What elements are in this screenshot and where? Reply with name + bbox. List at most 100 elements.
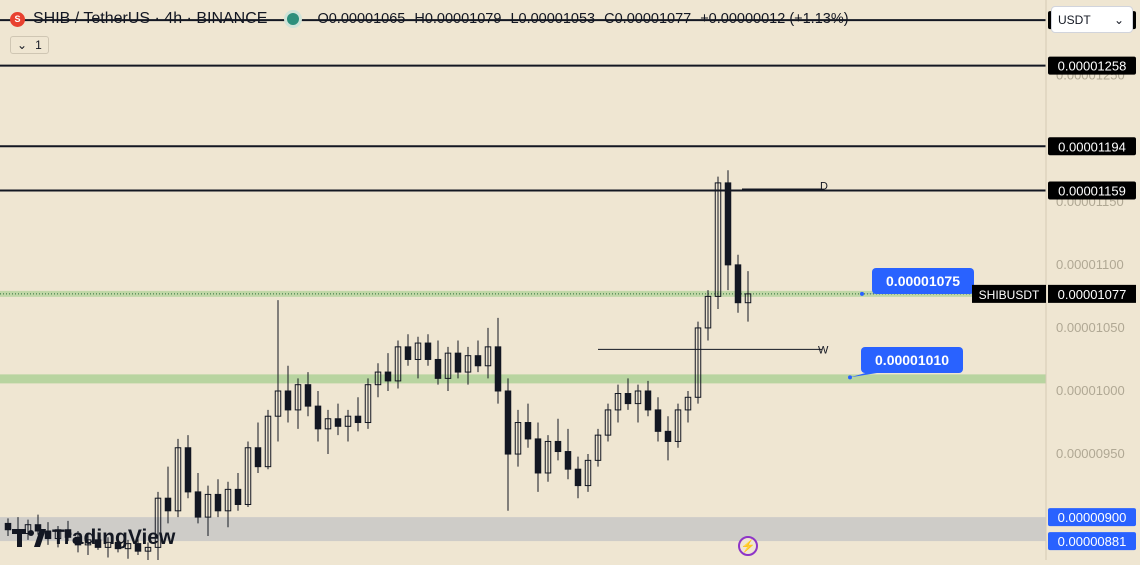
candle-body: [594, 434, 602, 461]
symbol-tag: [972, 284, 1046, 303]
candle-body: [674, 409, 682, 442]
candle-body: [464, 355, 472, 373]
axis-tick-label: 0.00001050: [1056, 320, 1125, 335]
axis-tick-label: 0.00001100: [1056, 257, 1124, 272]
candle-body: [534, 438, 542, 474]
candle-body: [624, 393, 632, 405]
candle-body: [424, 342, 432, 360]
candle-body: [214, 493, 222, 512]
zone-price-label-0: 0.00000900: [1058, 510, 1127, 525]
candle-body: [94, 539, 102, 548]
candle-body: [194, 491, 202, 518]
open-key: O: [317, 11, 329, 27]
candle-body: [474, 355, 482, 367]
candle-body: [704, 295, 712, 329]
symbol-header: S SHIB / TetherUS · 4h · BINANCE O0.0000…: [0, 0, 1046, 38]
candle-body: [494, 346, 502, 392]
candle-body: [414, 342, 422, 360]
high-value: 0.00001079: [424, 11, 502, 27]
candle-body: [574, 468, 582, 487]
zone-price-label-1: 0.00000881: [1058, 534, 1127, 549]
callout-lower-anchor: [848, 375, 852, 380]
candle-body: [714, 182, 722, 297]
tradingview-logo-icon: [12, 529, 46, 547]
zone-price-tag-1: [1048, 532, 1136, 551]
callout-lower-label: 0.00001010: [875, 352, 949, 368]
level-price-tag-2: [1048, 137, 1136, 156]
candle-body: [274, 390, 282, 417]
open-value: 0.00001065: [328, 11, 406, 27]
candle-body: [4, 522, 12, 531]
callout-upper-anchor: [860, 291, 864, 296]
candle-body: [154, 497, 162, 548]
candle-body: [234, 488, 242, 506]
indicator-count: 1: [35, 38, 42, 52]
candle-body: [254, 447, 262, 468]
candle-body: [74, 536, 82, 546]
candle-body: [634, 390, 642, 405]
candle-body: [434, 358, 442, 379]
candle-body: [284, 390, 292, 411]
low-value: 0.00001053: [518, 11, 596, 27]
candle-body: [384, 371, 392, 382]
collapse-indicators-button[interactable]: ⌄ 1: [10, 36, 49, 54]
chevron-down-icon: ⌄: [17, 38, 28, 52]
flash-icon[interactable]: ⚡: [738, 536, 758, 556]
level-price-tag-3: [1048, 181, 1136, 200]
candle-body: [554, 440, 562, 453]
candle-body: [124, 543, 132, 550]
change-value: +0.00000012 (+1.13%): [700, 11, 849, 27]
candle-body: [324, 418, 332, 430]
candle-body: [374, 371, 382, 386]
support-zone: [0, 517, 1046, 542]
weekly-label: W: [818, 344, 829, 356]
level-price-label-1: 0.00001258: [1058, 59, 1127, 74]
shib-coin-icon: S: [10, 11, 25, 27]
level-price-label-2: 0.00001194: [1058, 139, 1126, 154]
candle-body: [184, 447, 192, 493]
candle-body: [264, 415, 272, 468]
candle-body: [354, 415, 362, 424]
currency-select[interactable]: USDT ⌄: [1051, 6, 1133, 33]
candle-body: [34, 524, 42, 532]
last-price-label: 0.00001077: [1058, 287, 1127, 302]
zone-price-tag-0: [1048, 508, 1136, 527]
candle-body: [404, 346, 412, 360]
candle-body: [514, 422, 522, 455]
close-key: C: [604, 11, 615, 27]
axis-tick-label: 0.00001000: [1056, 383, 1125, 398]
candle-body: [174, 447, 182, 512]
candle-body: [644, 390, 652, 411]
candle-body: [204, 493, 212, 518]
axis-tick-label: 0.00000950: [1056, 446, 1125, 461]
candle-body: [614, 393, 622, 411]
callout-lower-box: [861, 347, 963, 373]
level-price-label-3: 0.00001159: [1058, 183, 1126, 198]
candle-body: [584, 459, 592, 487]
candle-body: [114, 541, 122, 550]
candle-body: [104, 541, 112, 548]
high-key: H: [414, 11, 425, 27]
candle-body: [484, 346, 492, 367]
candle-body: [134, 543, 142, 552]
currency-value: USDT: [1058, 12, 1091, 27]
last-price-tag: [1048, 284, 1136, 303]
candle-body: [344, 415, 352, 427]
candle-body: [304, 384, 312, 407]
level-price-tag-1: [1048, 56, 1136, 75]
candle-body: [504, 390, 512, 455]
candle-body: [64, 529, 72, 538]
candle-body: [394, 346, 402, 382]
candle-body: [164, 497, 172, 512]
candle-body: [524, 422, 532, 440]
candle-body: [144, 546, 152, 552]
candle-body: [444, 352, 452, 379]
green-zone-lower: [0, 374, 1046, 384]
callout-upper-label: 0.00001075: [886, 273, 960, 289]
chevron-down-icon: ⌄: [1113, 12, 1124, 27]
symbol-title[interactable]: SHIB / TetherUS · 4h · BINANCE: [33, 10, 268, 27]
tradingview-logo[interactable]: TradingView: [12, 526, 175, 550]
callout-lower-pointer: [850, 372, 883, 378]
